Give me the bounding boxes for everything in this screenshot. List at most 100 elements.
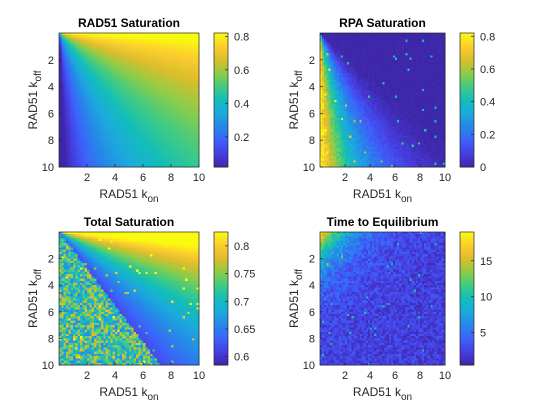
heatmap-cell: [143, 33, 146, 36]
heatmap-cell: [133, 86, 137, 90]
heatmap-cell: [403, 62, 406, 65]
heatmap-cell: [338, 73, 342, 76]
heatmap-cell: [426, 37, 429, 41]
heatmap-cell: [347, 77, 350, 81]
heatmap-cell: [82, 68, 86, 72]
heatmap-cell: [61, 37, 65, 41]
heatmap-cell: [119, 108, 123, 112]
heatmap-cell: [157, 41, 160, 45]
heatmap-cell: [349, 37, 352, 41]
heatmap-cell: [413, 68, 417, 72]
heatmap-cell: [347, 64, 350, 67]
heatmap-cell: [192, 39, 195, 43]
heatmap-cell: [87, 164, 90, 168]
heatmap-cell: [324, 70, 327, 74]
heatmap-cell: [355, 77, 358, 81]
heatmap-cell: [122, 57, 125, 61]
heatmap-cell: [136, 160, 139, 163]
heatmap-cell: [61, 66, 65, 70]
heatmap-cell: [126, 33, 130, 36]
heatmap-cell: [94, 48, 97, 52]
heatmap-cell: [330, 59, 333, 63]
heatmap-cell: [126, 135, 130, 139]
heatmap-cell: [336, 73, 340, 76]
heatmap-cell: [180, 164, 184, 168]
heatmap-cell: [143, 160, 146, 163]
heatmap-cell: [194, 39, 198, 43]
heatmap-cell: [326, 66, 329, 70]
heatmap-cell: [407, 44, 410, 47]
heatmap-cell: [136, 142, 139, 146]
heatmap-cell: [59, 104, 62, 108]
heatmap-cell: [420, 55, 423, 58]
heatmap-cell: [361, 77, 365, 81]
heatmap-cell: [194, 70, 198, 74]
heatmap-cell: [138, 35, 142, 38]
heatmap-cell: [68, 155, 72, 159]
heatmap-cell: [105, 133, 109, 137]
heatmap-cell: [59, 41, 62, 45]
heatmap-cell: [138, 135, 142, 139]
heatmap-cell: [143, 137, 146, 141]
heatmap-cell: [413, 37, 417, 41]
heatmap-cell: [159, 82, 163, 85]
heatmap-cell: [63, 62, 67, 65]
heatmap-cell: [432, 50, 435, 54]
heatmap-cell: [349, 50, 352, 54]
heatmap-cell: [105, 113, 109, 117]
heatmap-cell: [171, 37, 174, 41]
heatmap-cell: [147, 53, 151, 56]
heatmap-cell: [161, 68, 165, 72]
heatmap-cell: [96, 75, 100, 79]
heatmap-cell: [175, 153, 179, 157]
heatmap-cell: [161, 41, 165, 45]
heatmap-cell: [407, 55, 410, 58]
heatmap-cell: [89, 126, 93, 130]
heatmap-cell: [442, 46, 446, 50]
heatmap-cell: [68, 70, 72, 74]
heatmap-cell: [386, 55, 390, 58]
heatmap-cell: [131, 144, 135, 148]
heatmap-cell: [173, 117, 177, 121]
heatmap-cell: [91, 149, 95, 152]
heatmap-cell: [89, 155, 93, 159]
heatmap-cell: [105, 144, 109, 148]
heatmap-cell: [420, 64, 423, 67]
heatmap-cell: [89, 86, 93, 90]
heatmap-cell: [108, 140, 111, 143]
heatmap-cell: [124, 82, 128, 85]
heatmap-cell: [96, 133, 100, 137]
heatmap-cell: [75, 33, 79, 36]
heatmap-cell: [98, 88, 102, 92]
heatmap-cell: [180, 77, 184, 81]
heatmap-cell: [103, 93, 107, 96]
heatmap-cell: [405, 48, 408, 52]
heatmap-cell: [438, 62, 442, 65]
heatmap-cell: [68, 95, 72, 99]
heatmap-cell: [405, 68, 408, 72]
heatmap-cell: [426, 73, 429, 76]
heatmap-cell: [345, 77, 348, 81]
heatmap-cell: [320, 66, 323, 70]
heatmap-cell: [189, 146, 193, 150]
heatmap-cell: [61, 162, 65, 166]
heatmap-cell: [189, 155, 193, 159]
heatmap-cell: [150, 108, 153, 112]
heatmap-cell: [103, 44, 107, 47]
heatmap-cell: [363, 33, 367, 36]
heatmap-cell: [397, 41, 400, 45]
heatmap-cell: [66, 137, 69, 141]
heatmap-cell: [124, 120, 128, 123]
heatmap-cell: [68, 37, 72, 41]
heatmap-cell: [392, 64, 396, 67]
heatmap-cell: [171, 142, 174, 146]
heatmap-cell: [388, 75, 392, 79]
heatmap-cell: [405, 39, 408, 43]
heatmap-cell: [124, 33, 128, 36]
heatmap-cell: [173, 64, 177, 67]
heatmap-cell: [154, 155, 158, 159]
heatmap-cell: [75, 135, 79, 139]
heatmap-cell: [87, 102, 90, 105]
heatmap-cell: [426, 46, 429, 50]
heatmap-cell: [187, 133, 191, 137]
